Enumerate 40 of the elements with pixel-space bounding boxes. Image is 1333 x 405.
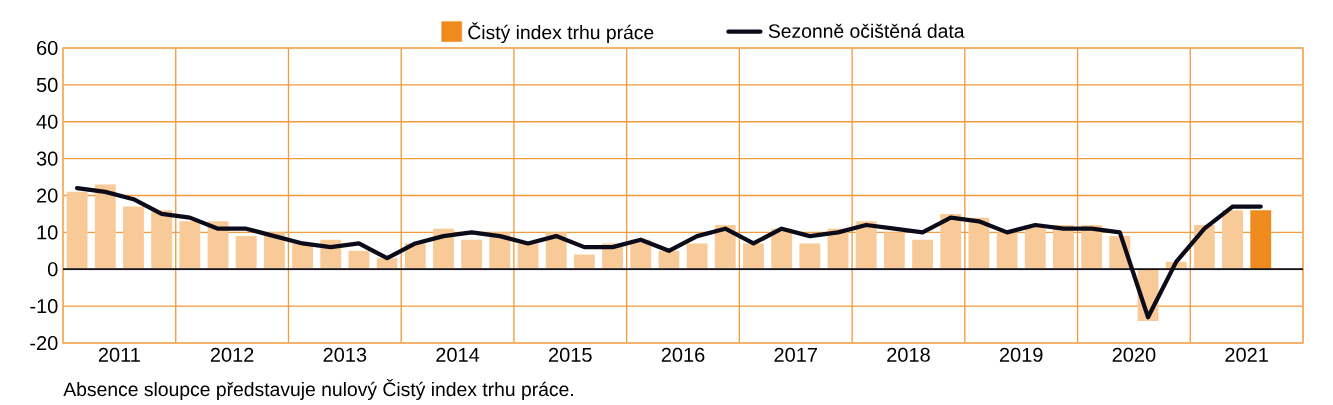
- bar: [912, 239, 933, 270]
- bar: [123, 206, 144, 270]
- bar: [686, 243, 708, 270]
- bar: [151, 210, 173, 270]
- bar: [348, 250, 370, 270]
- y-tick-label: 0: [47, 262, 58, 277]
- y-tick-label: 20: [37, 188, 58, 203]
- x-tick-label: 2016: [661, 347, 705, 362]
- bar: [66, 191, 88, 270]
- bar: [235, 236, 257, 270]
- x-tick-label: 2020: [1112, 347, 1156, 362]
- y-tick-label: -10: [30, 299, 58, 314]
- y-tick-label: 30: [36, 151, 58, 166]
- legend-label: Sezonně očištěná data: [768, 23, 965, 38]
- y-tick-label: 40: [36, 114, 58, 129]
- bar: [1222, 210, 1243, 270]
- legend-label: Čistý index trhu práce: [468, 22, 654, 44]
- x-tick-label: 2013: [323, 347, 367, 362]
- text: Absence sloupce představuje nulový Čistý index trhu práce.: [63, 379, 573, 401]
- x-tick-label: 2015: [549, 347, 592, 362]
- y-tick-label: 50: [36, 77, 58, 92]
- x-tick-label: 2019: [999, 347, 1043, 362]
- bar: [883, 232, 905, 270]
- bar: [94, 184, 116, 270]
- y-tick-label: 60: [37, 40, 58, 56]
- y-tick-label: -20: [30, 335, 58, 351]
- y-tick-label: 10: [37, 225, 58, 240]
- bar: [743, 243, 764, 270]
- x-tick-label: 2017: [774, 347, 817, 362]
- x-tick-label: 2012: [210, 347, 254, 362]
- bar: [996, 232, 1018, 270]
- x-tick-label: 2021: [1225, 347, 1268, 362]
- bar: [799, 243, 821, 270]
- x-tick-label: 2014: [436, 347, 480, 362]
- x-tick-label: 2018: [887, 347, 930, 362]
- bar: [179, 221, 201, 270]
- bar: [461, 239, 483, 270]
- bar: [1250, 210, 1272, 270]
- bar: [658, 250, 680, 270]
- x-tick-label: 2011: [98, 347, 140, 362]
